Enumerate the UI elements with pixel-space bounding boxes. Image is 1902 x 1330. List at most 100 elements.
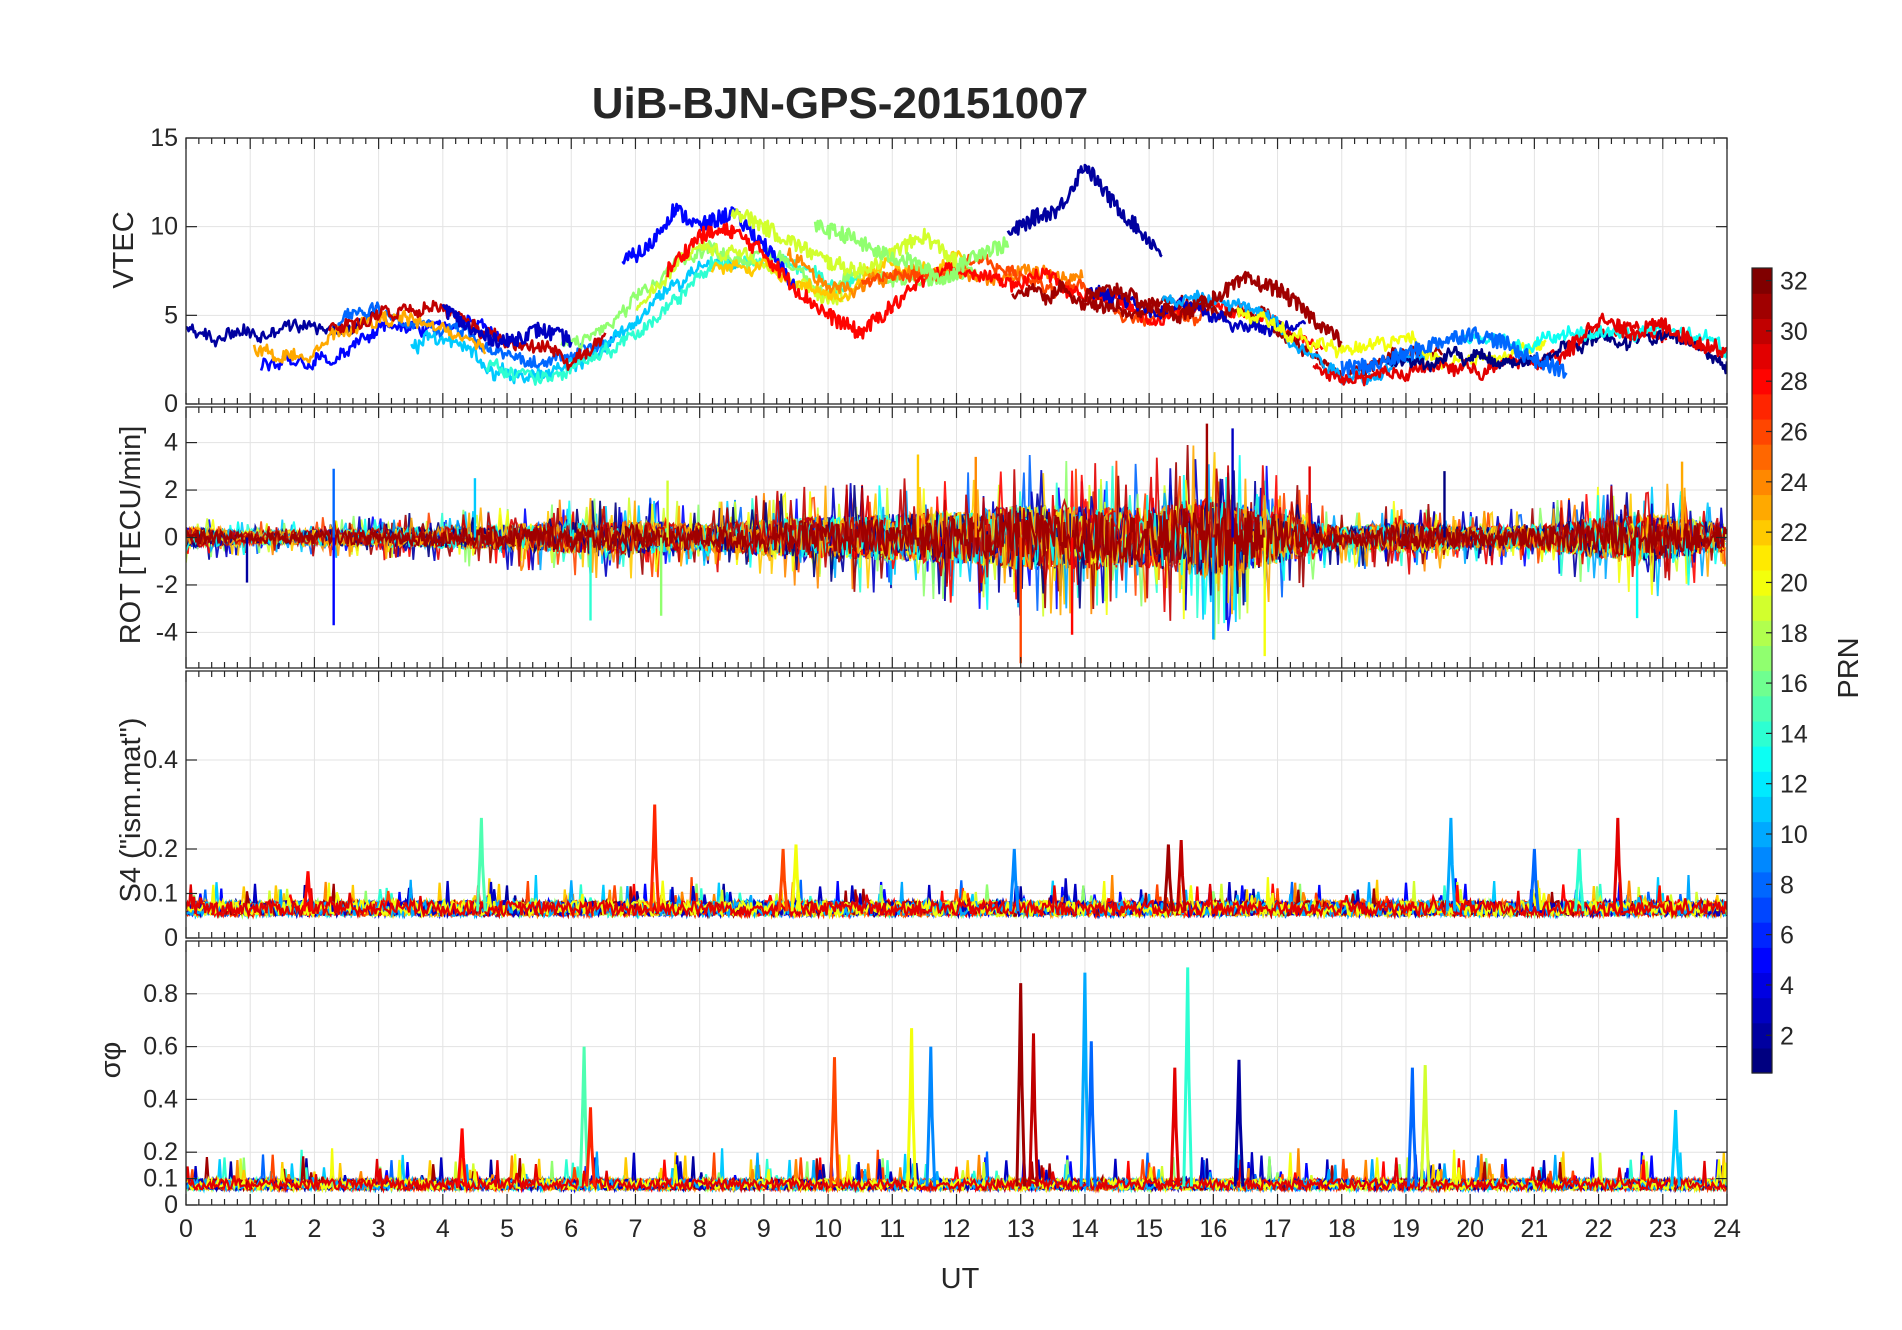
vtec-series-prn-8: [1340, 326, 1568, 379]
colorbar-swatch-prn-15: [1752, 695, 1772, 722]
x-tick-label: 22: [1585, 1215, 1613, 1243]
colorbar-swatch-prn-17: [1752, 645, 1772, 672]
vtec-ylabel: VTEC: [108, 211, 140, 288]
x-tick-label: 11: [879, 1215, 905, 1243]
s4-peak: [1175, 840, 1187, 912]
x-tick-label: 19: [1392, 1215, 1420, 1243]
colorbar-tick-label: 6: [1780, 922, 1794, 950]
colorbar-swatch-prn-11: [1752, 796, 1772, 823]
colorbar-tick-label: 30: [1780, 318, 1808, 346]
x-tick-label: 4: [436, 1215, 450, 1243]
s4-peak: [1445, 817, 1457, 912]
vtec-series-prn-31: [1083, 270, 1343, 348]
x-tick-label: 16: [1199, 1215, 1227, 1243]
colorbar-tick-label: 24: [1780, 469, 1808, 497]
sigma-ytick-label: 0.8: [143, 980, 178, 1008]
colorbar-tick-label: 28: [1780, 368, 1808, 396]
sigma-peak: [925, 1046, 937, 1187]
x-tick-label: 9: [757, 1215, 771, 1243]
colorbar-tick-label: 4: [1780, 972, 1794, 1000]
colorbar-tick-label: 26: [1780, 419, 1808, 447]
colorbar-swatch-prn-10: [1752, 821, 1772, 848]
sigma-peak: [1670, 1109, 1681, 1187]
colorbar-swatch-prn-22: [1752, 519, 1772, 546]
vtec-panel: VTEC 0 5 10 15: [108, 124, 1728, 418]
s4-ylabel: S4 ("ism.mat"): [115, 718, 147, 903]
colorbar-swatch-prn-24: [1752, 469, 1772, 496]
vtec-series-prn-2: [1006, 163, 1163, 258]
sigma-track-prn-29: [186, 1157, 1727, 1194]
x-tick-label: 14: [1071, 1215, 1099, 1243]
s4-track-prn-29: [186, 883, 1727, 920]
vtec-series-prn-28: [666, 222, 926, 340]
s4-ytick-label: 0.2: [143, 835, 178, 863]
s4-panel: S4 ("ism.mat") 0 0.1 0.2 0.4: [115, 670, 1728, 952]
vtec-ytick-label: 5: [164, 301, 178, 329]
rot-panel: ROT [TECU/min] -4 -2 0 2 4: [115, 406, 1728, 669]
sigma-peak: [1233, 1059, 1245, 1187]
rot-track-prn-31-main: [186, 505, 1727, 568]
s4-peak: [1529, 848, 1540, 912]
x-tick-label: 6: [564, 1215, 578, 1243]
colorbar-swatch-prn-6: [1752, 922, 1772, 948]
colorbar-tick-label: 12: [1780, 771, 1808, 799]
rot-ytick-label: 2: [164, 476, 178, 504]
colorbar-tick-label: 14: [1780, 720, 1808, 748]
rot-ytick-label: -2: [156, 571, 178, 599]
colorbar-swatch-prn-4: [1752, 972, 1772, 999]
vtec-series-prn-29: [1565, 312, 1727, 359]
x-tick-label: 20: [1456, 1215, 1484, 1243]
sigma-ytick-label: 0.4: [143, 1085, 178, 1113]
sigma-peak: [829, 1057, 840, 1187]
s4-peak: [1163, 844, 1174, 912]
colorbar-label: PRN: [1833, 637, 1865, 698]
colorbar-tick-label: 16: [1780, 670, 1808, 698]
sigma-peak: [906, 1028, 917, 1187]
colorbar-tick-label: 2: [1780, 1022, 1794, 1050]
s4-ytick-label: 0: [164, 924, 178, 952]
x-tick-label: 8: [693, 1215, 707, 1243]
vtec-track-prn-20: [1236, 307, 1547, 372]
colorbar-swatch-prn-20: [1752, 569, 1772, 596]
colorbar-tick-label: 18: [1780, 620, 1808, 648]
sigma-peak: [578, 1046, 590, 1187]
colorbar-tick-label: 22: [1780, 519, 1808, 547]
colorbar-swatch-prn-8: [1752, 871, 1772, 898]
vtec-track-prn-1: [1386, 329, 1727, 375]
colorbar-swatch-prn-5: [1752, 947, 1772, 973]
sigma-peak: [1182, 967, 1193, 1187]
x-tick-label: 18: [1328, 1215, 1356, 1243]
sigma-ytick-label: 0.2: [143, 1138, 178, 1166]
sigma-peak: [1419, 1065, 1431, 1187]
colorbar-swatch-prn-18: [1752, 620, 1772, 646]
colorbar-swatch-prn-30: [1752, 318, 1772, 345]
x-tick-label: 12: [943, 1215, 971, 1243]
colorbar-swatch-prn-31: [1752, 293, 1772, 319]
colorbar-swatch-prn-25: [1752, 444, 1772, 470]
x-tick-label: 13: [1007, 1215, 1035, 1243]
sigma-peak: [1086, 1041, 1097, 1187]
colorbar-swatch-prn-16: [1752, 670, 1772, 697]
vtec-ytick-label: 15: [150, 124, 178, 152]
x-tick-label: 24: [1713, 1215, 1741, 1243]
colorbar-tick-label: 32: [1780, 268, 1808, 296]
s4-peak: [1008, 848, 1020, 912]
colorbar-swatch-prn-13: [1752, 746, 1772, 772]
colorbar-swatch-prn-7: [1752, 896, 1772, 923]
rot-ylabel: ROT [TECU/min]: [115, 426, 147, 645]
sigma-peak: [1015, 983, 1027, 1187]
x-tick-label: 17: [1264, 1215, 1292, 1243]
sigma-phi-panel: σφ 00.10.20.40.60.80 1 2 3 4 5 6 7 8 9 10 11 12 13 14 1…: [95, 940, 1741, 1243]
s4-ytick-label: 0.1: [143, 880, 178, 908]
colorbar-swatch-prn-29: [1752, 343, 1772, 370]
rot-ytick-label: -4: [156, 618, 178, 646]
x-tick-label: 7: [629, 1215, 643, 1243]
s4-peak: [790, 844, 802, 912]
x-tick-label: 5: [500, 1215, 514, 1243]
x-axis-label: UT: [941, 1263, 980, 1295]
sigma-peak: [1079, 972, 1091, 1187]
colorbar-tick-label: 8: [1780, 871, 1794, 899]
colorbar-swatch-prn-32: [1752, 268, 1772, 294]
